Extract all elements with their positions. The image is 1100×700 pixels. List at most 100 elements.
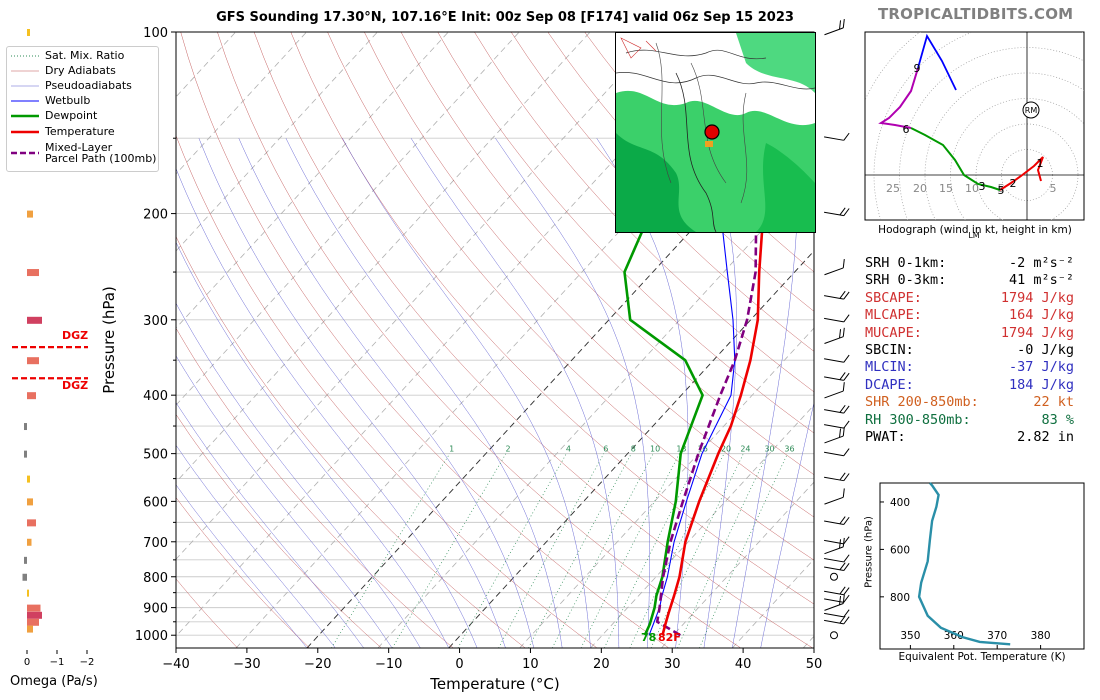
x-axis-label: Temperature (°C) bbox=[430, 675, 560, 693]
mixing-ratio-label: 8 bbox=[631, 445, 636, 454]
parameter-row: SBCAPE: 1794 J/kg bbox=[865, 290, 1080, 307]
wind-barb bbox=[824, 537, 845, 555]
y-tick-label: 800 bbox=[143, 571, 168, 586]
wind-barb-flag bbox=[843, 405, 850, 414]
y-tick-label: 100 bbox=[143, 26, 168, 41]
x-tick-label: 20 bbox=[593, 657, 610, 672]
dry-adiabat bbox=[176, 578, 238, 648]
wind-barb-staff bbox=[824, 598, 844, 603]
wind-barb-flag bbox=[843, 594, 850, 603]
parameter-label: PWAT: bbox=[865, 428, 906, 445]
wind-barb-calm bbox=[830, 572, 838, 581]
wind-barb-flag bbox=[843, 563, 850, 571]
theta-e-xtick-label: 380 bbox=[1031, 630, 1051, 642]
mixing-ratio-line bbox=[699, 453, 788, 648]
dgz-label-lower: DGZ bbox=[62, 379, 89, 392]
wind-barb-staff bbox=[824, 317, 844, 323]
mixing-ratio-line bbox=[528, 453, 632, 648]
parameter-label: SHR 200-850mb: bbox=[865, 394, 979, 411]
parameter-value: -37 J/kg bbox=[1008, 359, 1074, 376]
wind-barb-flag bbox=[843, 616, 850, 625]
parameter-label: SBCIN: bbox=[865, 341, 914, 358]
hodo-height-label: 5 bbox=[998, 184, 1005, 197]
mixing-ratio-line bbox=[603, 453, 702, 648]
dry-adiabat bbox=[176, 134, 598, 648]
hodo-ring-label: 5 bbox=[1050, 182, 1057, 195]
wind-barb bbox=[824, 594, 845, 611]
wind-barb bbox=[824, 609, 850, 618]
y-axis-label: Pressure (hPa) bbox=[100, 286, 118, 394]
parameter-value: -0 J/kg bbox=[1017, 341, 1074, 358]
hodo-height-label: 3 bbox=[979, 180, 986, 193]
wind-barb-flag bbox=[842, 427, 845, 437]
legend-label: Sat. Mix. Ratio bbox=[45, 49, 125, 62]
hodo-ring-label: 10 bbox=[965, 182, 979, 195]
legend-swatch-parcel-path bbox=[11, 151, 39, 155]
wind-barb bbox=[824, 488, 845, 505]
pseudoadiabat bbox=[342, 138, 591, 648]
dry-adiabat bbox=[176, 497, 310, 648]
wind-barb-staff bbox=[824, 409, 844, 414]
legend-label: Wetbulb bbox=[45, 94, 91, 107]
wind-barb bbox=[824, 562, 850, 572]
wind-barb-flag bbox=[839, 539, 842, 549]
y-tick-label: 500 bbox=[143, 448, 168, 463]
wind-barb-staff bbox=[824, 267, 844, 276]
hodo-height-label: 2 bbox=[1010, 177, 1017, 190]
mixing-ratio-label: 4 bbox=[566, 445, 571, 454]
omega-bar bbox=[27, 269, 39, 277]
mixing-ratio-label: 36 bbox=[784, 445, 794, 454]
pseudoadiabat bbox=[176, 167, 478, 648]
theta-e-line bbox=[917, 482, 1011, 646]
legend-swatch-pseudoadiabats bbox=[11, 85, 39, 87]
parameter-value: 2.82 in bbox=[1017, 428, 1074, 445]
wind-barb bbox=[824, 258, 845, 276]
wind-barb-flag bbox=[842, 258, 845, 268]
site-logo: TROPICALTIDBITS.COM bbox=[878, 5, 1074, 23]
dry-adiabat bbox=[176, 327, 454, 648]
hodo-height-label: 1 bbox=[1037, 157, 1044, 170]
wind-barb bbox=[824, 132, 850, 141]
dry-adiabat bbox=[437, 32, 814, 434]
satellite-map-inset bbox=[615, 32, 816, 233]
map-art bbox=[616, 33, 815, 232]
legend-label: Dry Adiabats bbox=[45, 64, 116, 77]
wind-barb-staff bbox=[824, 376, 844, 381]
hodo-ring-label: 20 bbox=[913, 182, 927, 195]
wind-barb bbox=[824, 354, 850, 363]
parameter-label: SRH 0-3km: bbox=[865, 272, 947, 289]
wind-barb-staff bbox=[824, 136, 844, 141]
wind-barb-flag bbox=[842, 594, 845, 604]
y-tick-label: 700 bbox=[143, 536, 168, 551]
dry-adiabat bbox=[290, 32, 814, 605]
mixing-ratio-label: 10 bbox=[650, 445, 660, 454]
hodo-trace-red bbox=[999, 156, 1044, 191]
wind-barb-staff bbox=[824, 336, 844, 344]
omega-bar bbox=[27, 316, 42, 324]
sounding-location-marker bbox=[704, 124, 720, 140]
parameter-label: SBCAPE: bbox=[865, 289, 922, 306]
x-tick-label: −20 bbox=[304, 657, 331, 672]
map-contour-2 bbox=[655, 42, 672, 184]
wind-barb-flag bbox=[839, 404, 846, 413]
wind-barb bbox=[824, 586, 850, 596]
wind-barb-staff bbox=[824, 476, 844, 482]
wind-barb-flag bbox=[839, 595, 842, 605]
wind-barb-flag bbox=[843, 132, 850, 141]
wind-barb-flag bbox=[843, 372, 850, 381]
wind-barb bbox=[824, 404, 850, 414]
wind-barb bbox=[824, 472, 850, 482]
x-tick-label: 10 bbox=[522, 657, 539, 672]
wind-barb-flag bbox=[839, 372, 846, 380]
dewpoint-line bbox=[623, 213, 704, 636]
plot-area: 1 2 4 6 8 10 13 16 20 24 30 36 bbox=[176, 32, 814, 648]
omega-tick-label: −2 bbox=[80, 657, 95, 668]
wind-barb-flag bbox=[843, 536, 850, 545]
parameter-value: 41 m²s⁻² bbox=[1008, 272, 1074, 289]
mixing-ratio-line bbox=[331, 453, 450, 648]
dry-adiabat bbox=[253, 32, 813, 648]
theta-e-x-label: Equivalent Pot. Temperature (K) bbox=[898, 651, 1066, 663]
mixing-ratio-label: 20 bbox=[721, 445, 731, 454]
pseudoadiabat bbox=[410, 138, 620, 648]
